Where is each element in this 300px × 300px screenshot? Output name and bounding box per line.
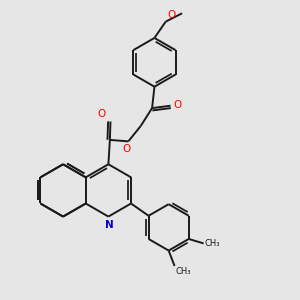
Text: N: N — [105, 220, 113, 230]
Text: CH₃: CH₃ — [205, 239, 220, 248]
Text: CH₃: CH₃ — [176, 267, 191, 276]
Text: O: O — [173, 100, 181, 110]
Text: O: O — [98, 109, 106, 119]
Text: O: O — [167, 11, 175, 20]
Text: O: O — [123, 144, 131, 154]
